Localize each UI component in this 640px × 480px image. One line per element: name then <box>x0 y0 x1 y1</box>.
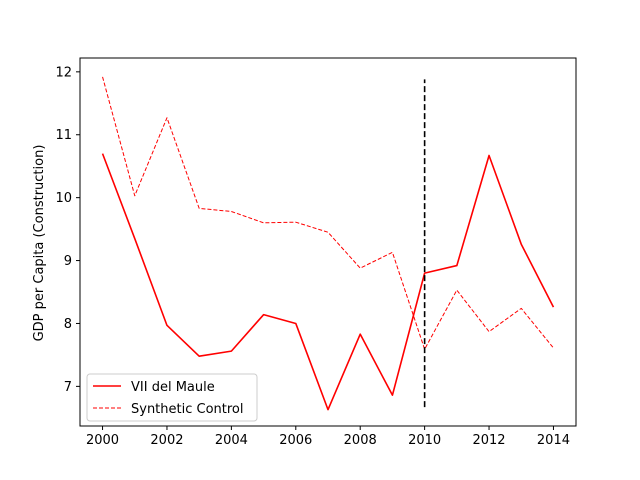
y-axis-label: GDP per Capita (Construction) <box>32 145 47 342</box>
x-tick-label-2010: 2010 <box>408 433 441 448</box>
legend-box <box>86 373 258 422</box>
plot-area <box>101 76 555 411</box>
legend-label-series-2: Synthetic Control <box>131 402 244 417</box>
legend: VII del Maule Synthetic Control <box>86 373 258 422</box>
y-tick-label-8: 8 <box>64 317 72 332</box>
y-tick-label-7: 7 <box>64 380 72 395</box>
y-tick-label-11: 11 <box>55 128 72 143</box>
axes: 2000 2002 2004 2006 2008 2010 2012 2014 7 8 9 10 11 1… <box>55 57 577 448</box>
x-tick-label-2006: 2006 <box>279 433 312 448</box>
x-tick-label-2000: 2000 <box>86 433 119 448</box>
x-tick-label-2012: 2012 <box>472 433 505 448</box>
axes-frame <box>79 57 577 427</box>
series-line-1 <box>101 153 555 411</box>
x-tick-label-2004: 2004 <box>215 433 248 448</box>
legend-label-series-1: VII del Maule <box>131 380 215 395</box>
y-tick-label-10: 10 <box>55 191 72 206</box>
x-tick-label-2002: 2002 <box>150 433 183 448</box>
y-tick-label-12: 12 <box>55 65 72 80</box>
y-tick-label-9: 9 <box>64 254 72 269</box>
x-tick-label-2008: 2008 <box>344 433 377 448</box>
x-tick-label-2014: 2014 <box>537 433 570 448</box>
